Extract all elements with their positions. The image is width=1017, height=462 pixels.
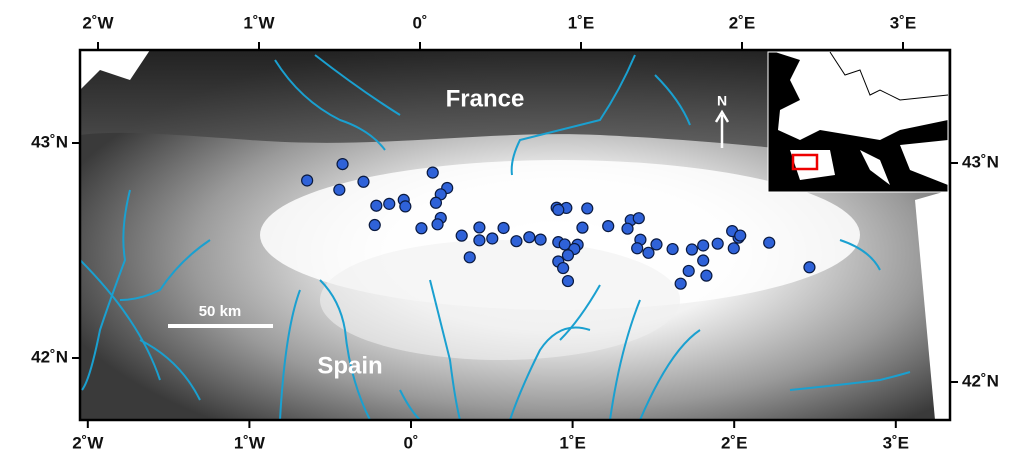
site — [302, 175, 313, 186]
lon-tick-label: 2˚E — [729, 13, 755, 32]
site — [698, 255, 709, 266]
site — [577, 222, 588, 233]
lat-tick-label: 43˚N — [31, 132, 68, 151]
site — [371, 200, 382, 211]
site — [427, 167, 438, 178]
site — [735, 230, 746, 241]
scale-label: 50 km — [199, 303, 242, 320]
site — [701, 270, 712, 281]
site — [432, 219, 443, 230]
lat-tick-label: 42˚N — [31, 347, 68, 366]
site — [686, 244, 697, 255]
site — [632, 243, 643, 254]
lon-tick-label: 2˚W — [82, 13, 114, 32]
site — [456, 230, 467, 241]
lon-tick-label: 1˚E — [568, 13, 594, 32]
site — [804, 262, 815, 273]
site — [369, 220, 380, 231]
site — [764, 237, 775, 248]
site — [430, 197, 441, 208]
lon-tick-label: 1˚E — [559, 433, 585, 452]
site — [667, 244, 678, 255]
site — [384, 198, 395, 209]
site — [712, 238, 723, 249]
site — [633, 213, 644, 224]
site — [651, 239, 662, 250]
lon-tick-label: 3˚E — [883, 433, 909, 452]
lon-tick-label: 0˚ — [412, 13, 427, 32]
site — [464, 252, 475, 263]
site — [474, 235, 485, 246]
site — [728, 243, 739, 254]
lon-tick-label: 2˚W — [72, 433, 104, 452]
country-label: France — [446, 85, 525, 112]
lat-tick-label: 43˚N — [962, 152, 999, 171]
site — [334, 184, 345, 195]
site — [535, 234, 546, 245]
lon-tick-label: 3˚E — [890, 13, 916, 32]
lon-tick-label: 1˚W — [243, 13, 275, 32]
site — [416, 223, 427, 234]
site — [553, 204, 564, 215]
country-label: Spain — [317, 352, 382, 379]
inset-map — [768, 52, 948, 192]
site — [487, 233, 498, 244]
lat-tick-label: 42˚N — [962, 371, 999, 390]
lon-tick-label: 1˚W — [234, 433, 266, 452]
site — [603, 221, 614, 232]
site — [562, 276, 573, 287]
map-figure: France Spain N 50 km 2˚W 2˚W 1˚W 1˚W 0˚ 0˚ 1˚E… — [0, 0, 1017, 457]
site — [558, 263, 569, 274]
site — [698, 240, 709, 251]
site — [358, 176, 369, 187]
site — [582, 203, 593, 214]
site — [474, 222, 485, 233]
site — [683, 265, 694, 276]
site — [675, 278, 686, 289]
site — [511, 236, 522, 247]
lon-tick-label: 0˚ — [403, 433, 418, 452]
lon-tick-label: 2˚E — [721, 433, 747, 452]
site — [622, 223, 633, 234]
site — [400, 201, 411, 212]
site — [524, 232, 535, 243]
site — [337, 159, 348, 170]
site — [562, 250, 573, 261]
site — [498, 222, 509, 233]
site — [643, 247, 654, 258]
north-label: N — [717, 93, 727, 109]
